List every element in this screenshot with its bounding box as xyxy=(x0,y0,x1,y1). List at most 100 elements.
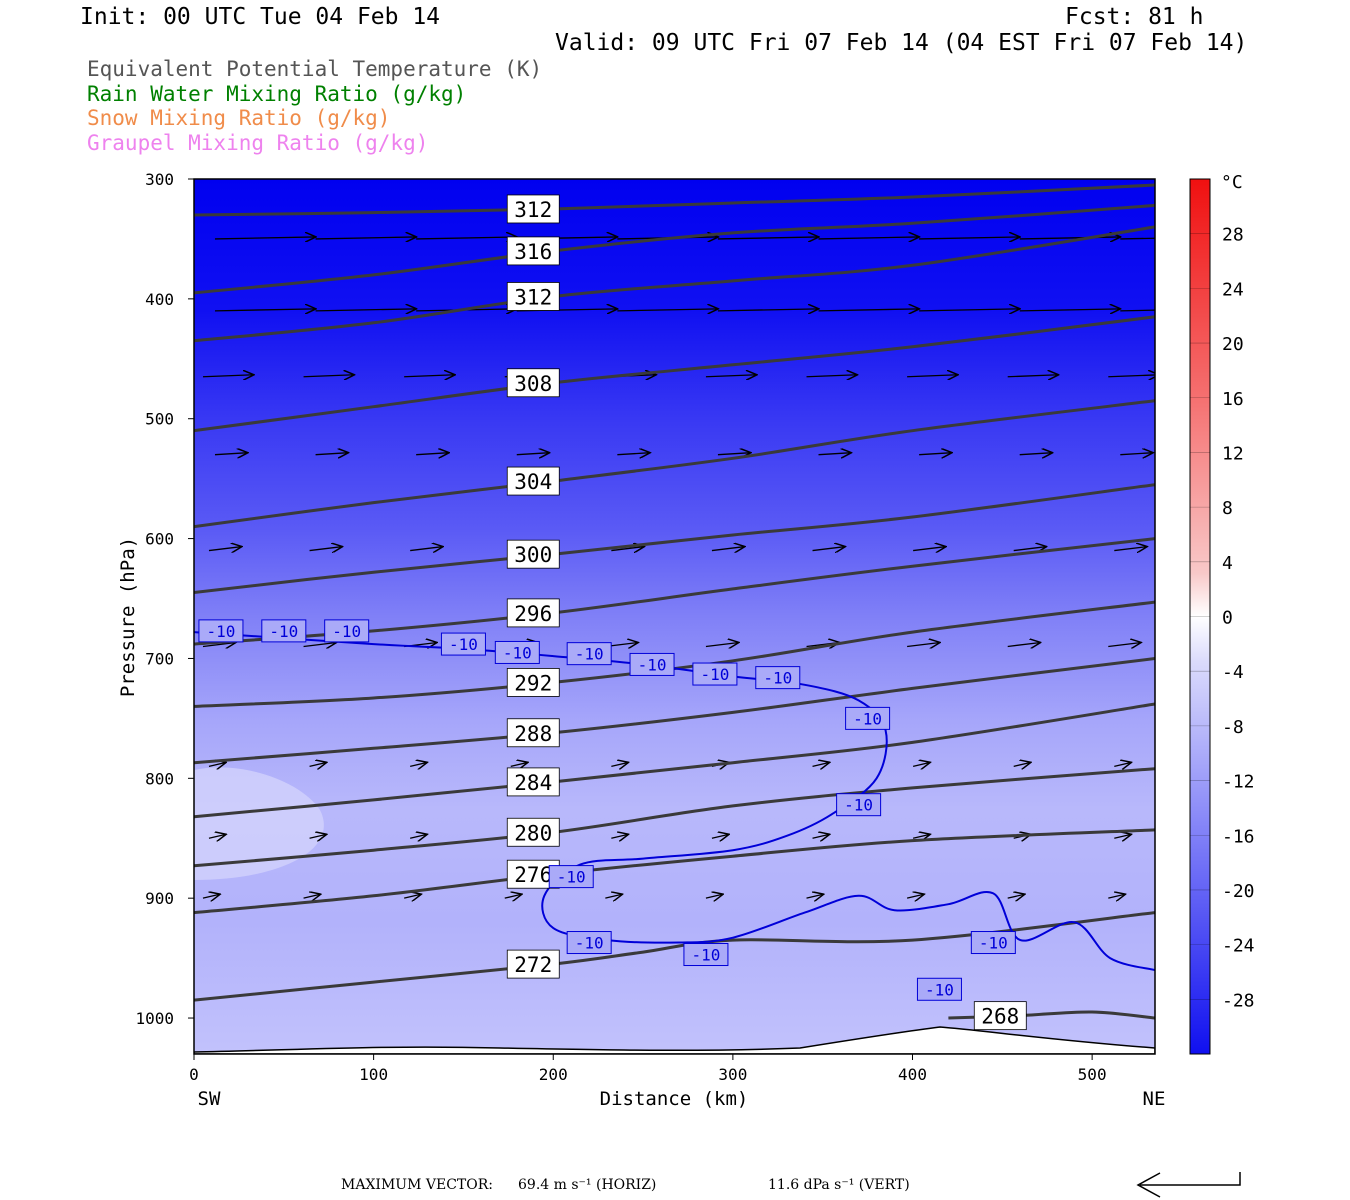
theta-e-label-box xyxy=(506,668,560,697)
x-tick-label: 200 xyxy=(539,1065,568,1084)
wind-vector xyxy=(315,237,417,239)
legend-graupel: Graupel Mixing Ratio (g/kg) xyxy=(87,131,429,155)
wind-vector xyxy=(912,762,930,766)
isotherm-label-box xyxy=(548,865,594,889)
wind-vector xyxy=(1013,547,1047,551)
isotherm-label-box xyxy=(836,793,882,817)
wind-vector xyxy=(818,309,920,311)
wind-vector xyxy=(1114,547,1147,551)
wind-vector xyxy=(717,309,819,311)
theta-e-label-box xyxy=(506,282,560,311)
theta-e-line xyxy=(194,225,1155,343)
wind-vector xyxy=(303,642,337,646)
wind-vector xyxy=(410,834,427,838)
x-tick-label: 0 xyxy=(189,1065,199,1084)
theta-e-line xyxy=(194,399,1155,529)
y-tick-label: 300 xyxy=(145,170,174,189)
theta-e-label: 284 xyxy=(514,771,552,795)
wind-vector xyxy=(611,834,628,838)
y-tick-label: 800 xyxy=(145,769,174,788)
isotherm-label-box xyxy=(198,619,244,643)
isotherm-label-box xyxy=(629,652,675,676)
wind-vector xyxy=(818,453,852,455)
theta-e-line xyxy=(194,911,1155,1002)
wind-vector xyxy=(1120,309,1155,312)
wind-vector xyxy=(214,237,316,239)
colorbar xyxy=(1189,178,1211,1055)
isotherm-label: -10 xyxy=(575,645,604,664)
theta-e-line xyxy=(194,657,1155,765)
wind-vector xyxy=(1013,762,1031,766)
wind-vector xyxy=(1019,237,1121,239)
wind-vector xyxy=(711,547,745,551)
wind-vector xyxy=(806,375,858,377)
wind-vector xyxy=(912,834,930,838)
theta-e-label-box xyxy=(506,539,560,569)
wind-vector xyxy=(818,237,920,239)
legend-theta-e: Equivalent Potential Temperature (K) xyxy=(87,57,543,81)
wind-vector xyxy=(1114,762,1131,766)
wind-vector xyxy=(705,642,739,646)
y-tick-label: 700 xyxy=(145,649,174,668)
isotherm-label: -10 xyxy=(503,643,532,662)
colorbar-tick-label: 20 xyxy=(1222,334,1244,355)
isotherm-label: -10 xyxy=(979,934,1008,953)
cold-pocket xyxy=(194,767,324,880)
wind-vector xyxy=(208,834,226,838)
wind-vector xyxy=(1108,642,1141,646)
colorbar-tick-label: 12 xyxy=(1222,443,1244,464)
legend-rain-water: Rain Water Mixing Ratio (g/kg) xyxy=(87,82,467,106)
wind-vector xyxy=(705,375,757,377)
isotherm-label: -10 xyxy=(691,946,720,965)
wind-vector xyxy=(812,547,846,551)
wind-vector xyxy=(605,894,622,898)
wind-vector xyxy=(1007,894,1025,898)
wind-vector xyxy=(309,762,327,766)
wind-vector xyxy=(303,375,355,377)
isotherm-label-box xyxy=(494,640,540,664)
x-tick-label: 500 xyxy=(1078,1065,1107,1084)
theta-e-label-box xyxy=(506,598,560,628)
init-time: Init: 00 UTC Tue 04 Feb 14 xyxy=(80,4,441,30)
x-end-left: SW xyxy=(198,1088,221,1110)
max-vector-vert: 11.6 dPa s⁻¹ (VERT) xyxy=(768,1177,910,1193)
isotherm-label-box xyxy=(755,666,801,690)
isotherm-label: -10 xyxy=(332,622,361,641)
x-tick-label: 100 xyxy=(359,1065,388,1084)
theta-e-line xyxy=(194,767,1155,868)
wind-vector xyxy=(611,547,644,551)
isotherm-label-box xyxy=(566,931,612,955)
x-tick-label: 300 xyxy=(718,1065,747,1084)
x-tick-label: 400 xyxy=(898,1065,927,1084)
isotherm-label: -10 xyxy=(449,635,478,654)
y-axis-ticks: 300 400 500 600 700 800 900 1000 xyxy=(135,170,194,1028)
wind-vector xyxy=(504,894,522,898)
theta-e-label: 268 xyxy=(981,1005,1019,1029)
y-tick-label: 400 xyxy=(145,290,174,309)
wind-vector xyxy=(410,762,427,766)
colorbar-tick-label: 4 xyxy=(1222,553,1233,574)
theta-e-label-box xyxy=(973,1001,1027,1031)
theta-e-label: 288 xyxy=(514,722,552,746)
wind-vector xyxy=(1120,237,1155,240)
wind-vector xyxy=(410,547,443,551)
wind-vector xyxy=(202,894,220,898)
wind-vector xyxy=(315,309,417,311)
legend-snow: Snow Mixing Ratio (g/kg) xyxy=(87,106,391,130)
wind-vector xyxy=(1108,894,1125,898)
isotherm-label-box xyxy=(970,931,1016,955)
colorbar-tick-label: -12 xyxy=(1222,772,1255,793)
colorbar-tick-label: 24 xyxy=(1222,279,1244,300)
theta-e-label-box xyxy=(506,817,560,847)
max-vector-label: MAXIMUM VECTOR: xyxy=(341,1177,493,1193)
colorbar-tick-label: 16 xyxy=(1222,389,1244,410)
theta-e-line xyxy=(194,203,1155,295)
wind-vector xyxy=(416,237,517,239)
isotherm-label-box xyxy=(845,706,891,730)
wind-vector xyxy=(812,762,830,766)
y-axis-label: Pressure (hPa) xyxy=(117,537,139,697)
wind-vector xyxy=(812,834,830,838)
wind-vector xyxy=(214,453,248,455)
wind-vector xyxy=(309,547,343,551)
isotherm-label-box xyxy=(261,619,307,643)
